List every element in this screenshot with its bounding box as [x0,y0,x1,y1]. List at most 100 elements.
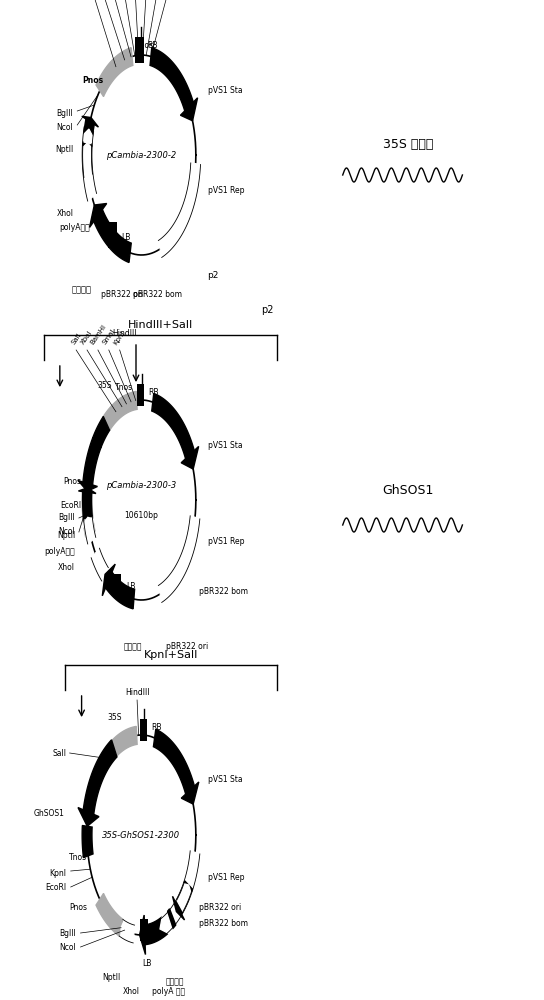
Text: KpnI: KpnI [113,330,127,346]
Text: polyA信号: polyA信号 [59,223,90,232]
Text: pBR322 ori: pBR322 ori [101,290,144,299]
Polygon shape [168,163,201,248]
Text: pBR322 bom: pBR322 bom [199,918,248,928]
Text: XbaI: XbaI [80,330,94,346]
Text: XhoI: XhoI [123,987,140,996]
Polygon shape [167,516,200,594]
Text: pVS1 Rep: pVS1 Rep [208,186,244,195]
Text: pVS1 Rep: pVS1 Rep [208,872,244,882]
Polygon shape [176,881,193,914]
Polygon shape [83,492,92,519]
Text: EcoRI: EcoRI [60,500,82,510]
Polygon shape [80,517,97,529]
Text: XhoI: XhoI [57,209,73,218]
Polygon shape [82,142,97,201]
Text: BglII: BglII [57,108,73,117]
Text: p2: p2 [261,305,274,315]
Text: Pnos: Pnos [64,478,82,487]
Text: LB: LB [126,582,135,591]
Polygon shape [139,719,147,741]
Text: RB: RB [149,388,159,397]
Text: NcoI: NcoI [59,942,76,952]
Polygon shape [152,393,194,459]
Text: SalI: SalI [52,748,66,758]
Polygon shape [106,572,134,609]
Text: polyA信号: polyA信号 [44,548,75,556]
Text: EcoRI: EcoRI [45,882,66,892]
Polygon shape [78,143,96,153]
Polygon shape [103,391,137,430]
Polygon shape [83,153,92,177]
Text: BglII: BglII [59,928,76,938]
Text: polyA 信号: polyA 信号 [152,987,186,996]
Polygon shape [181,782,199,804]
Polygon shape [102,564,115,596]
Text: pCambia-2300-3: pCambia-2300-3 [106,481,177,489]
Text: Tnos: Tnos [69,852,87,861]
Text: pVS1 Sta: pVS1 Sta [208,86,243,95]
Polygon shape [96,893,123,936]
Polygon shape [78,488,96,493]
Polygon shape [78,481,97,491]
Text: HindIII: HindIII [113,329,137,338]
Polygon shape [167,851,200,929]
Polygon shape [123,922,134,943]
Text: pVS1 Sta: pVS1 Sta [208,776,243,784]
Polygon shape [153,729,194,794]
Text: pCambia-2300-2: pCambia-2300-2 [106,150,177,159]
Text: Pnos: Pnos [69,902,87,912]
Text: NptII: NptII [102,973,121,982]
Polygon shape [83,740,117,814]
Text: 卡那霉素: 卡那霉素 [166,977,184,986]
Polygon shape [137,384,144,406]
Text: 10610bp: 10610bp [125,510,158,520]
Polygon shape [177,887,190,911]
Text: BglII: BglII [58,514,75,522]
Polygon shape [121,913,128,947]
Polygon shape [90,548,106,569]
Polygon shape [160,570,174,601]
Polygon shape [108,222,117,248]
Text: 卡那霉素: 卡那霉素 [72,285,91,294]
Polygon shape [78,129,97,145]
Text: BamHI: BamHI [89,324,107,346]
Text: 35S: 35S [108,712,122,721]
Text: 卡那霉素: 卡那霉素 [124,642,143,651]
Polygon shape [94,553,108,581]
Text: KpnI+SalI: KpnI+SalI [144,650,199,660]
Polygon shape [93,417,110,448]
Polygon shape [90,203,107,227]
Text: pVS1 Sta: pVS1 Sta [208,440,243,450]
Polygon shape [82,826,93,858]
Text: GhSOS1: GhSOS1 [33,808,64,818]
Text: LB: LB [142,959,151,968]
Text: KpnI: KpnI [50,868,66,878]
Polygon shape [140,919,148,941]
Text: NptII: NptII [57,530,75,540]
Polygon shape [160,905,174,936]
Text: NcoI: NcoI [57,122,73,131]
Polygon shape [82,491,95,537]
Text: Tnos: Tnos [136,41,154,50]
Polygon shape [150,48,193,111]
Polygon shape [78,808,99,826]
Text: NcoI: NcoI [58,528,75,536]
Text: pBR322 ori: pBR322 ori [166,642,208,651]
Text: 35S-GhSOS1-2300: 35S-GhSOS1-2300 [102,830,181,840]
Text: HindIII: HindIII [125,688,150,697]
Polygon shape [181,446,199,469]
Text: GhSOS1: GhSOS1 [382,484,434,496]
Polygon shape [145,909,176,945]
Polygon shape [135,37,144,63]
Text: HindIII+SalI: HindIII+SalI [128,320,193,330]
Text: pBR322 bom: pBR322 bom [199,587,248,596]
Polygon shape [82,116,98,127]
Text: 35S: 35S [97,380,112,389]
Polygon shape [84,523,96,544]
Text: p2: p2 [207,270,218,279]
Text: SmaI: SmaI [101,328,116,346]
Polygon shape [160,225,175,255]
Polygon shape [83,119,94,147]
Polygon shape [181,98,197,121]
Polygon shape [140,915,145,955]
